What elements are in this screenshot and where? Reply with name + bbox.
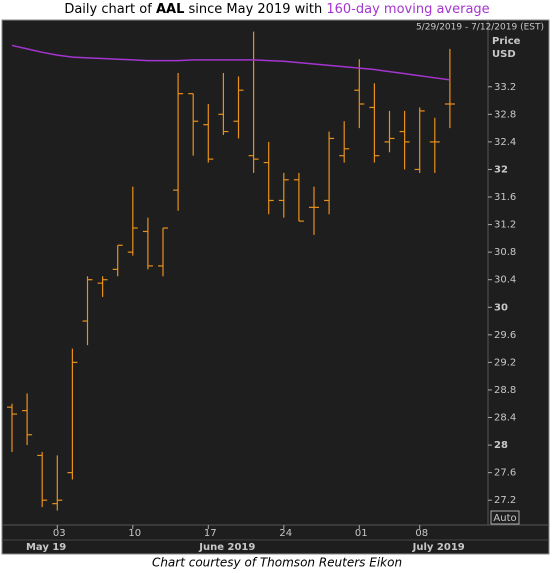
y-tick-label: 31.2 <box>494 220 516 231</box>
x-tick-label: 24 <box>279 528 292 539</box>
caption: Chart courtesy of Thomson Reuters Eikon <box>152 556 402 570</box>
y-tick-label: 29.2 <box>494 357 516 368</box>
x-tick-label: 03 <box>53 528 66 539</box>
date-range: 5/29/2019 - 7/12/2019 (EST) <box>416 23 544 33</box>
y-tick-label: 30 <box>494 302 508 313</box>
x-tick-label: 01 <box>355 528 368 539</box>
chart-title: Daily chart of AAL since May 2019 with 1… <box>64 2 489 17</box>
moving-average <box>11 44 451 81</box>
y-tick-label: 33.2 <box>494 82 516 93</box>
month-label: June 2019 <box>198 542 255 553</box>
y-tick-label: 30.4 <box>494 275 516 286</box>
y-tick-label: 28 <box>494 440 508 451</box>
month-label: May 19 <box>26 542 66 553</box>
y-tick-label: 32 <box>494 164 508 175</box>
x-tick-label: 08 <box>415 528 428 539</box>
y-tick-label: 28.8 <box>494 385 516 396</box>
y-tick-label: 27.6 <box>494 468 516 479</box>
axis-title: USD <box>492 49 516 60</box>
auto-button[interactable] <box>490 510 520 525</box>
x-tick-label: 17 <box>204 528 217 539</box>
y-tick-label: 28.4 <box>494 413 516 424</box>
y-tick-label: 29.6 <box>494 330 516 341</box>
title-part: AAL <box>156 2 184 17</box>
title-part: 160-day moving average <box>326 2 489 17</box>
y-tick-label: 30.8 <box>494 247 516 258</box>
y-tick-label: 27.2 <box>494 495 516 506</box>
title-part: Daily chart of <box>64 2 152 17</box>
y-tick-label: 32.8 <box>494 109 516 120</box>
y-tick-label: 31.6 <box>494 192 516 203</box>
y-tick-label: 32.4 <box>494 137 516 148</box>
month-label: July 2019 <box>412 542 465 553</box>
auto-button-label[interactable]: Auto <box>493 513 516 524</box>
axis-title: Price <box>492 36 521 47</box>
frame <box>1 19 550 555</box>
title-part: since May 2019 with <box>189 2 323 17</box>
x-tick-label: 10 <box>128 528 141 539</box>
